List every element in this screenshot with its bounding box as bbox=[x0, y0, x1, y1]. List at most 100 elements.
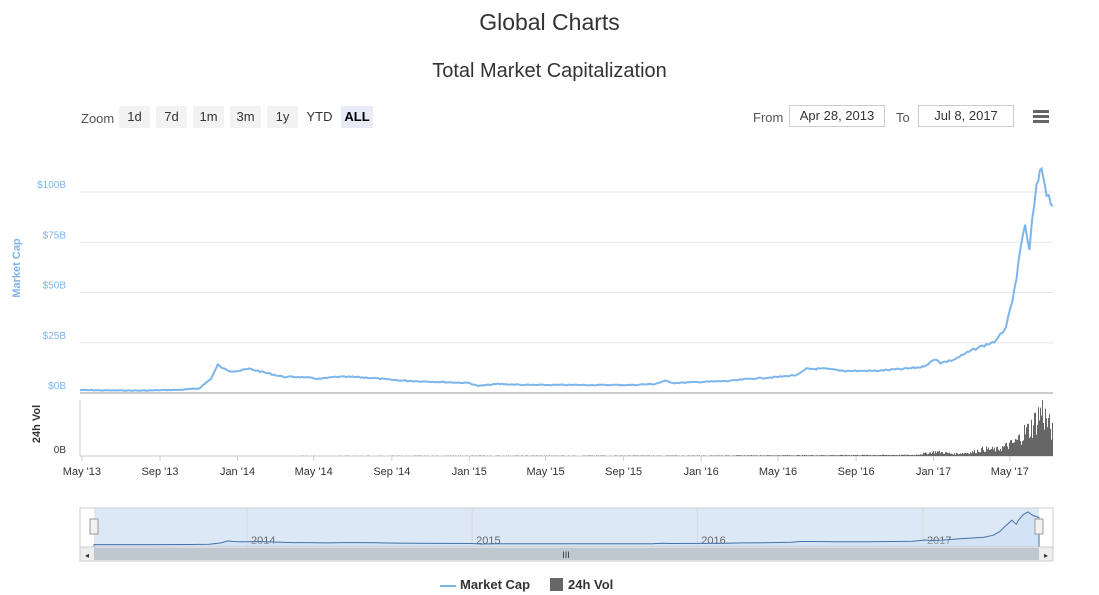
volume-bar bbox=[847, 455, 848, 456]
volume-bar bbox=[964, 453, 965, 456]
navigator-handle-right[interactable] bbox=[1034, 518, 1044, 535]
volume-bar bbox=[1006, 442, 1007, 456]
volume-bar bbox=[789, 455, 790, 456]
volume-bar bbox=[852, 455, 853, 456]
volume-bar bbox=[990, 449, 991, 456]
volume-bar bbox=[926, 453, 927, 456]
volume-bar bbox=[1044, 429, 1045, 456]
zoom-button-7d[interactable]: 7d bbox=[156, 106, 187, 128]
volume-bar bbox=[982, 446, 983, 456]
volume-bar bbox=[975, 453, 976, 456]
zoom-button-1m[interactable]: 1m bbox=[193, 106, 224, 128]
volume-bar bbox=[1045, 408, 1046, 456]
navigator-selection[interactable] bbox=[94, 508, 1039, 547]
volume-bar bbox=[960, 453, 961, 456]
volume-bar bbox=[884, 455, 885, 456]
volume-bar bbox=[718, 455, 719, 456]
volume-bar bbox=[824, 455, 825, 456]
volume-bar bbox=[897, 455, 898, 456]
volume-bar bbox=[869, 455, 870, 456]
volume-bar bbox=[891, 455, 892, 456]
volume-bar bbox=[1007, 446, 1008, 456]
volume-bar bbox=[772, 455, 773, 456]
volume-bar bbox=[1046, 418, 1047, 456]
hamburger-menu-icon[interactable] bbox=[1033, 110, 1049, 124]
volume-bar bbox=[978, 451, 979, 456]
legend-label-market-cap: Market Cap bbox=[460, 577, 531, 592]
volume-bar bbox=[920, 454, 921, 456]
volume-bar bbox=[923, 452, 924, 456]
volume-bar bbox=[914, 454, 915, 456]
volume-bar bbox=[953, 454, 954, 456]
volume-bar bbox=[940, 453, 941, 456]
navigator-year-label: 2014 bbox=[251, 535, 275, 547]
volume-bar bbox=[872, 455, 873, 456]
volume-bar bbox=[927, 454, 928, 456]
zoom-button-1d[interactable]: 1d bbox=[119, 106, 150, 128]
volume-bar bbox=[882, 454, 883, 456]
volume-bar bbox=[1012, 443, 1013, 456]
from-date-input[interactable]: Apr 28, 2013 bbox=[789, 105, 885, 127]
volume-bar bbox=[954, 452, 955, 456]
volume-bar bbox=[988, 447, 989, 456]
volume-bar bbox=[775, 455, 776, 456]
volume-bar bbox=[774, 455, 775, 456]
volume-bar bbox=[902, 454, 903, 456]
volume-bar bbox=[912, 454, 913, 456]
volume-bar bbox=[856, 455, 857, 456]
to-date-input[interactable]: Jul 8, 2017 bbox=[918, 105, 1014, 127]
volume-bar bbox=[850, 455, 851, 456]
volume-bar bbox=[1031, 419, 1032, 456]
volume-bar bbox=[770, 455, 771, 456]
volume-bar bbox=[779, 455, 780, 456]
volume-bar bbox=[916, 454, 917, 456]
volume-bar bbox=[909, 455, 910, 456]
volume-bar bbox=[894, 454, 895, 456]
volume-bar bbox=[950, 453, 951, 456]
zoom-button-ytd[interactable]: YTD bbox=[303, 106, 336, 128]
volume-bar bbox=[822, 455, 823, 456]
from-label: From bbox=[753, 110, 784, 125]
y-tick-label: $50B bbox=[43, 281, 67, 292]
navigator-scrollbar-thumb[interactable] bbox=[94, 548, 1039, 560]
x-tick-label: Sep '14 bbox=[373, 466, 410, 478]
volume-bar bbox=[936, 453, 937, 456]
volume-bar bbox=[908, 454, 909, 456]
x-tick-label: Jan '15 bbox=[452, 466, 487, 478]
volume-bar bbox=[996, 447, 997, 456]
volume-bar bbox=[788, 455, 789, 456]
volume-bar bbox=[1017, 439, 1018, 456]
volume-bar bbox=[769, 455, 770, 456]
volume-bar bbox=[924, 453, 925, 456]
volume-bar bbox=[799, 455, 800, 456]
navigator-handle-left[interactable] bbox=[89, 518, 99, 535]
zoom-button-all[interactable]: ALL bbox=[341, 106, 373, 128]
x-tick-label: May '15 bbox=[526, 466, 564, 478]
volume-bar bbox=[876, 455, 877, 456]
legend-item-volume[interactable]: 24h Vol bbox=[550, 577, 613, 592]
scroll-right-arrow-icon[interactable]: ▸ bbox=[1044, 551, 1048, 560]
volume-bar bbox=[1043, 423, 1044, 456]
zoom-button-1y[interactable]: 1y bbox=[267, 106, 298, 128]
volume-bar bbox=[1027, 423, 1028, 456]
y-tick-label: $25B bbox=[43, 331, 67, 342]
to-label: To bbox=[896, 110, 910, 125]
volume-bar bbox=[948, 453, 949, 456]
volume-bar bbox=[780, 455, 781, 456]
volume-bar bbox=[934, 453, 935, 456]
volume-bar bbox=[841, 454, 842, 456]
y-axis-ticks: $0B $25B $50B $75B $100B 0B bbox=[37, 180, 66, 456]
volume-bar bbox=[979, 452, 980, 456]
x-tick-label: Sep '13 bbox=[142, 466, 179, 478]
volume-bar bbox=[787, 455, 788, 456]
volume-bar bbox=[739, 455, 740, 456]
scroll-left-arrow-icon[interactable]: ◂ bbox=[85, 551, 89, 560]
legend-item-market-cap[interactable]: Market Cap bbox=[440, 577, 530, 592]
volume-bar bbox=[860, 455, 861, 456]
volume-bar bbox=[994, 447, 995, 456]
volume-bar bbox=[846, 455, 847, 456]
volume-bar bbox=[921, 454, 922, 456]
zoom-button-3m[interactable]: 3m bbox=[230, 106, 261, 128]
volume-bar bbox=[784, 455, 785, 456]
volume-bar bbox=[777, 455, 778, 456]
